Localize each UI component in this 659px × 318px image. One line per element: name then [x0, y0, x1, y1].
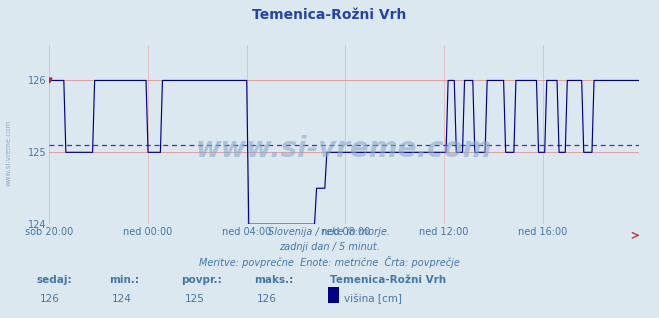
Text: 124: 124 [112, 294, 132, 304]
Text: Temenica-Rožni Vrh: Temenica-Rožni Vrh [330, 275, 445, 285]
Text: višina [cm]: višina [cm] [344, 294, 402, 305]
Text: 126: 126 [257, 294, 277, 304]
Text: povpr.:: povpr.: [181, 275, 222, 285]
Text: Temenica-Rožni Vrh: Temenica-Rožni Vrh [252, 8, 407, 22]
Text: 125: 125 [185, 294, 204, 304]
Text: Meritve: povprečne  Enote: metrične  Črta: povprečje: Meritve: povprečne Enote: metrične Črta:… [199, 256, 460, 268]
Text: www.si-vreme.com: www.si-vreme.com [5, 120, 12, 186]
Text: sedaj:: sedaj: [36, 275, 72, 285]
Text: Slovenija / reke in morje.: Slovenija / reke in morje. [268, 227, 391, 237]
Text: zadnji dan / 5 minut.: zadnji dan / 5 minut. [279, 242, 380, 252]
Text: maks.:: maks.: [254, 275, 293, 285]
Text: www.si-vreme.com: www.si-vreme.com [196, 135, 492, 163]
Text: 126: 126 [40, 294, 59, 304]
Text: min.:: min.: [109, 275, 139, 285]
